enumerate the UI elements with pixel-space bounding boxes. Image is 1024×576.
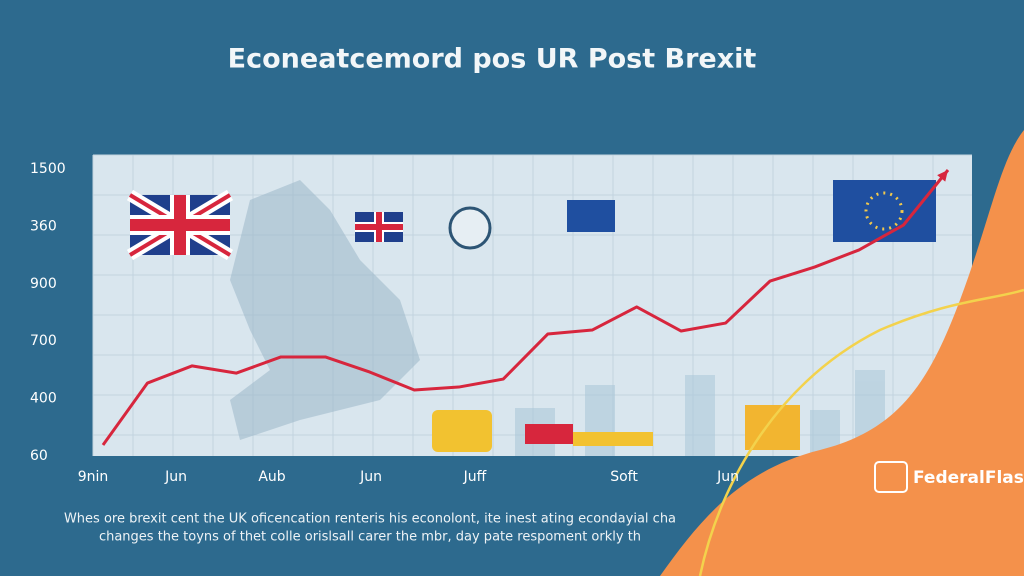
x-tick-label: Aub (258, 469, 285, 485)
y-tick-label: 1500 (30, 161, 66, 177)
x-tick-label: 9nin (78, 469, 109, 485)
y-tick-label: 360 (30, 218, 57, 234)
uk-flag (126, 189, 234, 261)
truck (432, 410, 492, 452)
brand-logo (874, 461, 908, 493)
series (101, 169, 950, 446)
decor-shape (660, 130, 1024, 576)
eu-flag-small (567, 200, 615, 232)
x-tick-label: Jun (164, 469, 187, 485)
cart (573, 432, 653, 446)
eu-stars (864, 191, 904, 231)
arrow-head (937, 169, 948, 182)
x-tick-label: Juff (463, 469, 487, 485)
y-tick-label: 60 (30, 448, 48, 464)
x-tick-label: Soft (610, 469, 638, 485)
us-flag-cart (525, 424, 573, 444)
caption: Whes ore brexit cent the UK oficencation… (64, 512, 676, 527)
decor-curve (698, 288, 1024, 576)
y-tick-label: 700 (30, 333, 57, 349)
uk-flag-small (355, 212, 403, 242)
eu-flag (833, 180, 936, 242)
data-line (101, 169, 950, 446)
y-tick-label: 900 (30, 276, 57, 292)
uk-map (230, 180, 420, 440)
y-tick-label: 400 (30, 391, 57, 407)
clock-icon (448, 206, 492, 250)
caption: changes the toyns of thet colle orislsal… (99, 530, 641, 545)
x-tick-label: Jun (716, 469, 739, 485)
brand: FederalFlash (913, 468, 1024, 488)
chart-title: Econeatcemord pos UR Post Brexit (228, 44, 757, 75)
truck (745, 405, 800, 450)
building (685, 375, 715, 456)
x-tick-label: Jun (359, 469, 382, 485)
